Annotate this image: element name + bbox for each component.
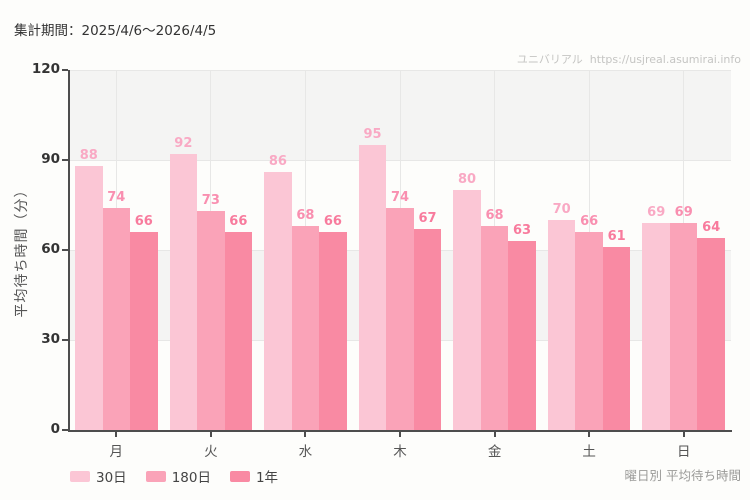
legend-item-30d[interactable]: 30日 [70,466,127,486]
bar-1年-金 [508,241,536,430]
legend-swatch-1y-icon [229,470,250,482]
bar-30日-木 [358,145,387,430]
legend-swatch-180d-icon [145,470,166,482]
y-tick-label: 30 [41,331,60,347]
x-tick-label-火: 火 [204,444,218,460]
bar-30日-火 [169,154,198,430]
watermark: ユニバリアル https://usjreal.asumirai.info [517,51,741,67]
bar-value-label: 74 [390,190,410,205]
bar-value-label: 66 [134,214,153,229]
bar-value-label: 73 [201,193,220,208]
x-tick [588,432,591,437]
bar-value-label: 95 [363,127,382,142]
bar-value-label: 70 [552,202,571,217]
x-tick-label-金: 金 [487,444,502,460]
bar-180日-日 [669,223,698,430]
bar-30日-水 [264,172,292,430]
legend-item-180d[interactable]: 180日 [145,466,211,486]
bar-value-label: 63 [513,223,532,238]
bar-1年-日 [697,238,725,430]
bar-value-label: 66 [229,214,248,229]
bar-180日-金 [480,226,509,430]
bar-1年-土 [602,247,631,430]
bar-value-label: 64 [702,220,721,235]
y-tick-label: 90 [41,151,60,167]
x-tick [115,432,118,437]
legend-label-180d: 180日 [171,470,211,486]
bar-30日-土 [547,220,576,430]
x-axis-line [68,430,732,432]
bar-30日-金 [453,190,481,430]
bar-value-label: 61 [607,229,626,244]
bar-30日-月 [75,166,103,430]
y-tick [62,339,68,341]
x-tick-label-土: 土 [582,444,596,460]
bar-value-label: 68 [485,208,504,223]
x-tick-label-木: 木 [393,444,407,460]
chart-caption: 曜日別 平均待ち時間 [624,468,741,483]
bar-value-label: 80 [458,172,477,187]
x-tick [399,432,401,437]
bar-value-label: 88 [79,148,98,163]
bar-value-label: 86 [268,154,287,169]
y-tick-label: 0 [50,421,60,437]
bar-30日-日 [642,223,670,430]
bar-value-label: 74 [107,190,126,205]
bar-value-label: 67 [418,211,437,226]
page-title: 集計期間：2025/4/6～2026/4/5 [14,23,217,39]
y-tick [62,159,68,161]
plot-area: 88 74 66 92 73 66 86 68 66 95 74 67 80 68 63 70 66 61 69 69… [69,70,731,430]
bar-180日-土 [575,232,603,430]
watermark-brand: ユニバリアル [516,53,583,66]
x-tick [682,432,685,437]
x-tick-label-日: 日 [676,444,691,460]
x-tick-label-月: 月 [109,444,124,460]
bar-180日-木 [386,208,414,430]
bar-180日-月 [102,208,131,430]
watermark-url: https://usjreal.asumirai.info [589,53,741,66]
bar-value-label: 66 [323,214,342,229]
y-tick-label: 120 [31,61,60,77]
y-tick [62,249,68,251]
x-tick [493,432,496,437]
bar-value-label: 68 [296,208,315,223]
y-tick [62,429,68,431]
bar-value-label: 66 [580,214,599,229]
y-tick [62,69,68,71]
bar-1年-水 [319,232,347,430]
bar-value-label: 92 [174,136,193,151]
legend-item-1y[interactable]: 1年 [229,466,279,486]
legend: 30日 180日 1年 [70,466,278,486]
bar-value-label: 69 [647,205,666,220]
bar-value-label: 69 [674,205,693,220]
bar-1年-木 [413,229,442,430]
legend-label-30d: 30日 [96,470,127,486]
bar-1年-火 [224,232,253,430]
y-axis-line [68,70,70,431]
legend-swatch-30d-icon [70,470,90,482]
legend-label-1y: 1年 [255,470,279,486]
x-tick [304,432,307,437]
x-tick [209,432,212,437]
x-tick-label-水: 水 [298,444,313,460]
y-tick-label: 60 [41,241,60,257]
bar-1年-月 [130,232,158,430]
bar-180日-火 [197,211,225,430]
bar-180日-水 [291,226,320,430]
